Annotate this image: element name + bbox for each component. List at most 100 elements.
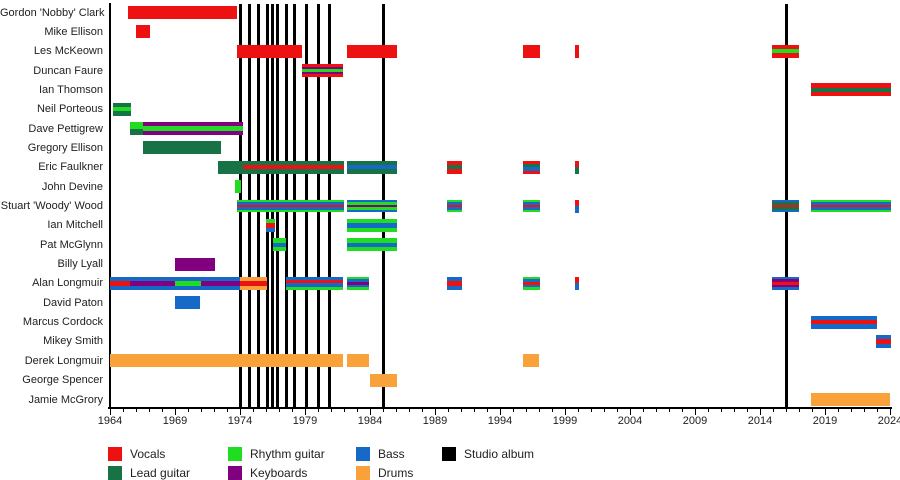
role-stripe-drums bbox=[370, 373, 398, 387]
axis-minor-tick bbox=[526, 409, 527, 412]
role-stripe-bass bbox=[810, 207, 892, 210]
axis-minor-tick bbox=[656, 409, 657, 412]
timeline-bar bbox=[810, 393, 890, 406]
role-stripe-vocals bbox=[810, 83, 892, 88]
role-stripe-lead_guitar bbox=[446, 165, 463, 170]
x-axis-line bbox=[108, 407, 892, 409]
role-stripe-vocals bbox=[446, 169, 463, 174]
role-stripe-bass bbox=[285, 276, 343, 281]
role-stripe-drums bbox=[346, 354, 369, 368]
role-stripe-bass bbox=[346, 223, 398, 228]
timeline-bar bbox=[237, 199, 344, 213]
role-stripe-rhythm_guitar bbox=[302, 69, 343, 72]
legend-swatch-bass bbox=[356, 447, 370, 461]
role-stripe-rhythm_guitar bbox=[523, 276, 541, 280]
axis-tick-label: 1969 bbox=[162, 415, 188, 427]
role-stripe-vocals bbox=[875, 339, 892, 344]
role-stripe-vocals bbox=[302, 64, 343, 67]
role-stripe-lead_guitar bbox=[575, 167, 580, 174]
role-stripe-lead_guitar bbox=[771, 207, 799, 210]
legend-label: Drums bbox=[378, 466, 414, 480]
legend-label: Studio album bbox=[464, 447, 535, 461]
role-stripe-lead_guitar bbox=[242, 160, 344, 166]
timeline-bar bbox=[523, 44, 541, 58]
legend-label: Vocals bbox=[130, 447, 166, 461]
role-stripe-vocals bbox=[523, 170, 541, 174]
axis-tick-label: 2024 bbox=[877, 415, 900, 427]
role-stripe-vocals bbox=[575, 199, 580, 206]
axis-minor-tick bbox=[162, 409, 163, 412]
role-stripe-vocals bbox=[136, 25, 151, 39]
role-stripe-bass bbox=[201, 276, 240, 282]
timeline-bar bbox=[136, 25, 151, 39]
role-stripe-lead_guitar bbox=[346, 169, 398, 174]
axis-minor-tick bbox=[669, 409, 670, 412]
role-stripe-rhythm_guitar bbox=[272, 238, 286, 243]
legend-swatch-lead_guitar bbox=[108, 466, 122, 480]
axis-minor-tick bbox=[643, 409, 644, 412]
axis-major-tick bbox=[435, 409, 436, 415]
role-stripe-bass bbox=[346, 284, 369, 288]
role-stripe-vocals bbox=[810, 319, 877, 325]
timeline-bar bbox=[201, 276, 240, 290]
axis-minor-tick bbox=[721, 409, 722, 412]
timeline-bar bbox=[237, 44, 303, 58]
role-stripe-keyboards bbox=[142, 130, 243, 136]
role-stripe-bass bbox=[266, 227, 276, 232]
role-stripe-drums bbox=[523, 354, 539, 368]
member-label: George Spencer bbox=[22, 374, 103, 387]
role-stripe-vocals bbox=[346, 44, 398, 58]
axis-minor-tick bbox=[448, 409, 449, 412]
member-label: Derek Longmuir bbox=[24, 354, 103, 367]
role-stripe-rhythm_guitar bbox=[346, 227, 398, 232]
role-stripe-bass bbox=[175, 276, 201, 282]
axis-minor-tick bbox=[136, 409, 137, 412]
role-stripe-vocals bbox=[110, 281, 130, 286]
role-stripe-vocals bbox=[266, 223, 276, 228]
role-stripe-rhythm_guitar bbox=[771, 49, 799, 54]
role-stripe-bass bbox=[810, 324, 877, 329]
timeline-bar bbox=[272, 238, 286, 252]
timeline-bar bbox=[346, 160, 398, 174]
role-stripe-bass bbox=[110, 276, 130, 282]
axis-minor-tick bbox=[318, 409, 319, 412]
timeline-bar bbox=[240, 276, 268, 290]
timeline-bar bbox=[810, 315, 877, 329]
axis-minor-tick bbox=[201, 409, 202, 412]
timeline-bar bbox=[370, 373, 398, 387]
timeline-bar bbox=[346, 44, 398, 58]
axis-minor-tick bbox=[604, 409, 605, 412]
role-stripe-lead_guitar bbox=[112, 111, 131, 116]
role-stripe-lead_guitar bbox=[242, 169, 344, 174]
axis-major-tick bbox=[305, 409, 306, 415]
timeline-bar bbox=[575, 44, 580, 58]
axis-minor-tick bbox=[851, 409, 852, 412]
member-label: Mike Ellison bbox=[44, 25, 103, 38]
timeline-bar bbox=[346, 218, 398, 232]
member-label: Duncan Faure bbox=[33, 64, 103, 77]
role-stripe-bass bbox=[175, 285, 201, 290]
timeline-bar bbox=[771, 199, 799, 213]
timeline-bar bbox=[129, 276, 175, 290]
role-stripe-vocals bbox=[523, 160, 541, 165]
member-label: Les McKeown bbox=[33, 45, 103, 58]
role-stripe-bass bbox=[201, 285, 240, 290]
timeline-bar bbox=[523, 199, 541, 213]
axis-major-tick bbox=[825, 409, 826, 415]
axis-minor-tick bbox=[422, 409, 423, 412]
timeline-bar bbox=[175, 276, 201, 290]
timeline-bar bbox=[346, 276, 369, 290]
role-stripe-bass bbox=[346, 209, 398, 213]
timeline-bar bbox=[346, 199, 398, 213]
axis-minor-tick bbox=[487, 409, 488, 412]
member-label: John Devine bbox=[41, 180, 103, 193]
role-stripe-vocals bbox=[302, 74, 343, 78]
member-label: Billy Lyall bbox=[57, 258, 103, 271]
legend-swatch-drums bbox=[356, 466, 370, 480]
role-stripe-bass bbox=[523, 167, 541, 171]
role-stripe-rhythm_guitar bbox=[175, 281, 201, 286]
timeline-bar bbox=[346, 238, 398, 252]
role-stripe-bass bbox=[446, 276, 463, 282]
axis-minor-tick bbox=[253, 409, 254, 412]
axis-minor-tick bbox=[617, 409, 618, 412]
